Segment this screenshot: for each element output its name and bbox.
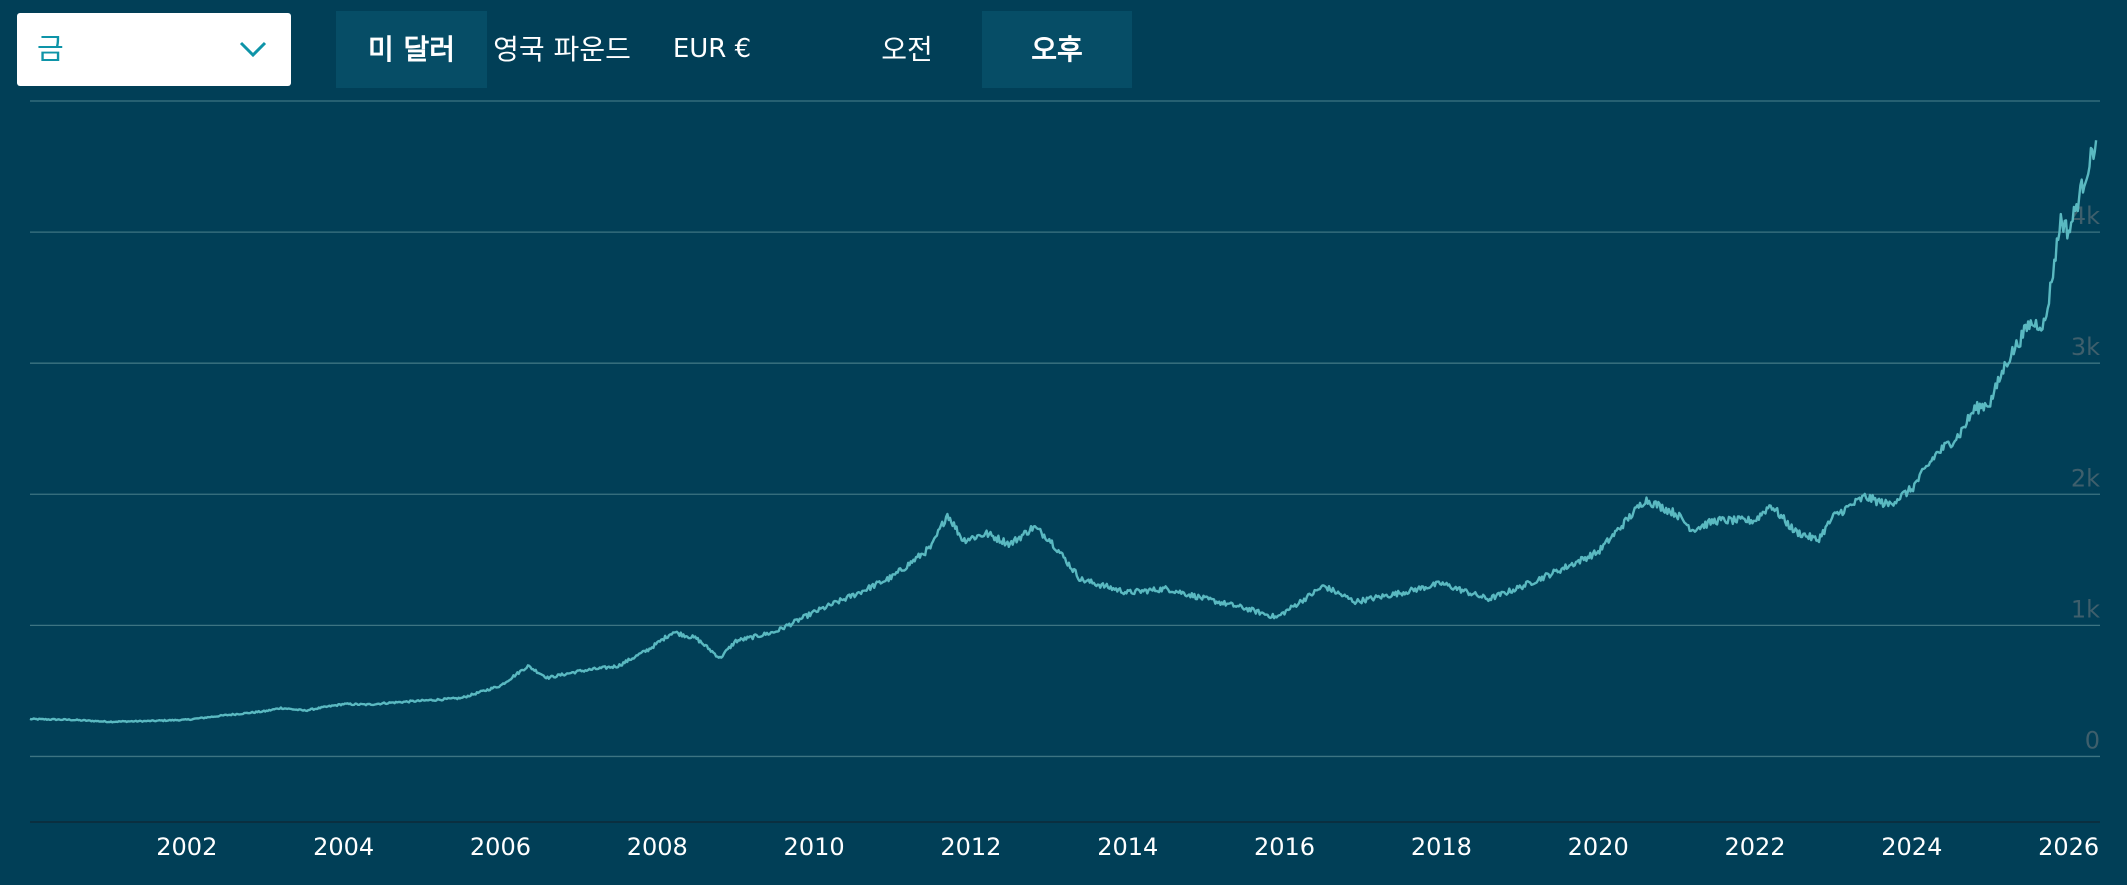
grid-lines [30, 100, 2100, 758]
x-axis-ticks: 2002 2004 2006 2008 2010 2012 2014 2016 2018 2020… [156, 833, 2099, 861]
x-tick-label: 2016 [1254, 833, 1315, 861]
x-tick-label: 2006 [470, 833, 531, 861]
time-tab-pm[interactable]: 오후 [982, 11, 1132, 88]
currency-tab-gbp[interactable]: 영국 파운드 [493, 33, 631, 66]
time-tab-am[interactable]: 오전 [881, 33, 933, 66]
x-tick-label: 2012 [940, 833, 1001, 861]
y-tick-label: 0 [2085, 726, 2100, 754]
metal-select-value: 금 [37, 32, 64, 66]
currency-tab-usd[interactable]: 미 달러 [336, 11, 487, 88]
x-tick-label: 2010 [784, 833, 845, 861]
chevron-down-icon [239, 41, 267, 58]
series-line-gold-price [29, 140, 2098, 724]
x-tick-label: 2018 [1411, 833, 1472, 861]
x-tick-label: 2026 [2038, 833, 2099, 861]
x-tick-label: 2022 [1724, 833, 1785, 861]
y-tick-label: 1k [2071, 595, 2100, 623]
currency-tab-eur[interactable]: EUR € [672, 34, 752, 64]
metal-select-dropdown[interactable]: 금 [17, 13, 291, 86]
y-tick-label: 2k [2071, 464, 2100, 492]
x-tick-label: 2020 [1568, 833, 1629, 861]
x-tick-label: 2024 [1881, 833, 1942, 861]
x-tick-label: 2008 [627, 833, 688, 861]
x-tick-label: 2004 [313, 833, 374, 861]
x-tick-label: 2002 [156, 833, 217, 861]
x-tick-label: 2014 [1097, 833, 1158, 861]
series-group [29, 140, 2098, 724]
y-tick-label: 3k [2071, 333, 2100, 361]
